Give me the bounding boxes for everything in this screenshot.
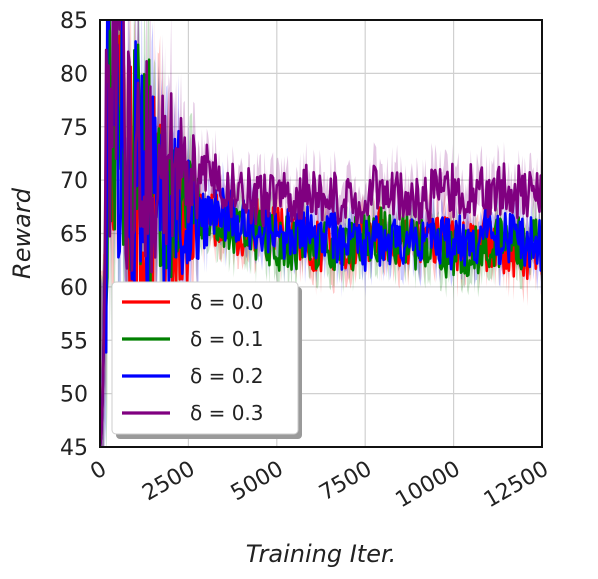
legend-label: δ = 0.3 (190, 401, 264, 425)
y-tick-label: 50 (60, 383, 88, 408)
y-tick-label: 70 (60, 169, 88, 194)
y-axis-label: Reward (8, 187, 36, 279)
y-tick-label: 45 (60, 436, 88, 461)
x-tick-label: 5000 (227, 457, 288, 507)
y-tick-label: 55 (60, 329, 88, 354)
y-tick-label: 60 (60, 276, 88, 301)
y-tick-label: 75 (60, 116, 88, 141)
x-tick-label: 12500 (480, 457, 553, 514)
legend-label: δ = 0.1 (190, 327, 264, 351)
legend-label: δ = 0.2 (190, 364, 264, 388)
y-tick-label: 65 (60, 223, 88, 248)
y-tick-label: 85 (60, 9, 88, 34)
x-tick-label: 7500 (315, 457, 376, 507)
x-tick-label: 0 (86, 457, 111, 486)
legend: δ = 0.0 δ = 0.1 δ = 0.2 δ = 0.3 (111, 281, 302, 439)
plot-frame (99, 19, 543, 448)
x-tick-label: 10000 (391, 457, 464, 514)
x-axis-label: Training Iter. (246, 540, 397, 568)
x-tick-labels: 0 2500 5000 7500 10000 12500 (86, 457, 553, 514)
series-lines (100, 20, 542, 447)
legend-label: δ = 0.0 (190, 290, 264, 314)
y-tick-label: 80 (60, 62, 88, 87)
x-tick-label: 2500 (138, 457, 199, 507)
y-tick-labels: 45 50 55 60 65 70 75 80 85 (60, 9, 88, 461)
series-line (100, 20, 542, 447)
legend-box (111, 281, 299, 435)
